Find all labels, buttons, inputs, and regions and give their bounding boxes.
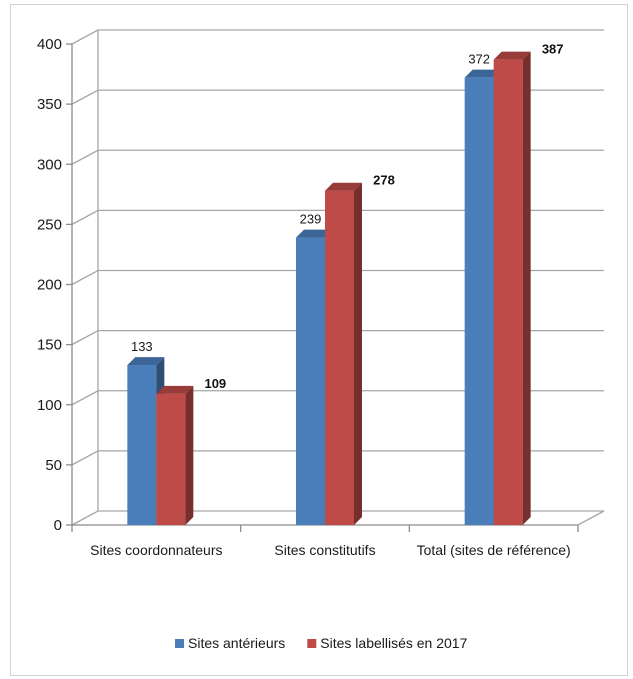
bar-front (325, 190, 354, 525)
bar-side (354, 182, 362, 525)
legend-swatch (175, 639, 184, 648)
bar-front (464, 77, 494, 526)
bar-front (156, 393, 186, 525)
gridline (71, 450, 604, 466)
y-tick-label: 400 (37, 36, 62, 53)
bar-top (464, 69, 502, 78)
gridline (71, 209, 604, 225)
bar-front (493, 59, 523, 525)
x-axis: Sites coordonnateurs Sites constitutifs To… (71, 524, 579, 558)
bar-top (325, 182, 362, 191)
y-tick-label: 200 (37, 277, 62, 294)
y-axis: 0 50 100 150 200 250 300 350 400 (37, 36, 73, 534)
gridlines (71, 29, 604, 466)
bar (493, 51, 531, 525)
bars (127, 51, 531, 526)
data-labels: 133 109 239 278 372 387 (131, 42, 564, 391)
x-tick-label: Sites constitutifs (274, 542, 375, 558)
bar-side (185, 385, 194, 525)
legend-label: Sites labellisés en 2017 (320, 635, 467, 651)
gridline (71, 390, 604, 406)
legend: Sites antérieurs Sites labellisés en 2017 (175, 635, 468, 651)
x-tick-label: Total (sites de référence) (417, 542, 571, 558)
bar-top (296, 229, 333, 238)
x-tick-label: Sites coordonnateurs (90, 542, 222, 558)
legend-entry: Sites labellisés en 2017 (307, 635, 468, 651)
bar-front (296, 237, 325, 526)
gridline (71, 89, 604, 105)
data-label: 239 (300, 212, 322, 227)
gridline (71, 269, 604, 286)
y-tick-label: 150 (37, 337, 62, 354)
y-tick-label: 0 (54, 517, 62, 534)
gridline (71, 149, 604, 165)
data-label: 387 (542, 42, 564, 57)
legend-entry: Sites antérieurs (175, 635, 285, 651)
y-tick-label: 50 (45, 457, 62, 474)
bar-side (522, 51, 531, 525)
legend-swatch (307, 639, 317, 648)
bar (156, 385, 194, 525)
y-tick-label: 300 (37, 156, 62, 173)
data-label: 109 (204, 376, 226, 391)
data-label: 133 (131, 339, 153, 354)
y-tick-label: 250 (37, 216, 62, 233)
y-tick-label: 100 (37, 397, 62, 414)
data-label: 278 (373, 173, 395, 188)
bar-top (127, 357, 165, 366)
gridline (71, 329, 604, 346)
y-tick-label: 350 (37, 96, 62, 113)
legend-label: Sites antérieurs (188, 635, 285, 651)
data-label: 372 (468, 52, 490, 67)
bar-top (156, 385, 194, 394)
bar-front (127, 365, 157, 525)
bar (325, 182, 362, 525)
gridline (71, 29, 604, 45)
bar-top (493, 51, 531, 60)
